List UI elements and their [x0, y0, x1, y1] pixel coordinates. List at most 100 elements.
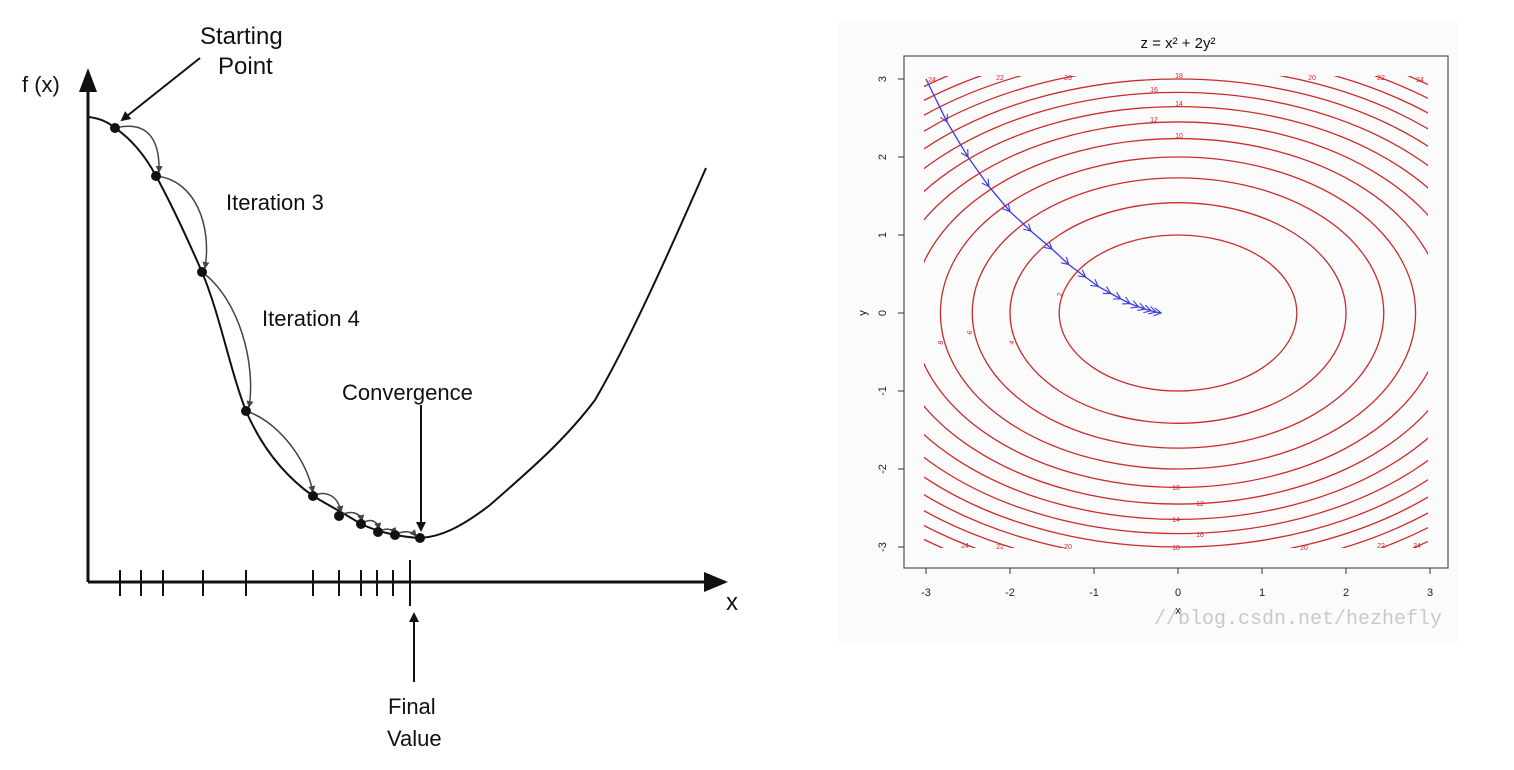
iteration-point [151, 171, 161, 181]
iteration-4-label: Iteration 4 [262, 306, 360, 331]
contour-label: 8 [938, 340, 946, 345]
y-tick-label: 2 [877, 154, 889, 160]
contour-label: 22 [1377, 543, 1385, 550]
descent-step-arrowhead [960, 148, 969, 158]
descent-step-arrowhead [1153, 307, 1163, 317]
watermark: //blog.csdn.net/hezhefly [1154, 608, 1442, 631]
contour-label: 24 [1413, 543, 1421, 550]
y-tick-label: 1 [877, 232, 889, 238]
descent-step-arrowhead [1122, 296, 1132, 305]
descent-step-arrowhead [1130, 300, 1140, 309]
iteration-point [390, 530, 400, 540]
contour-label: 24 [961, 543, 969, 550]
plot-background [838, 22, 1458, 642]
final-value-label-line1: Final [388, 694, 436, 719]
y-axis-ticks: -3 -2 -1 0 1 2 3 [877, 76, 904, 552]
contour-label: 18 [1172, 545, 1180, 552]
final-value-label-line2: Value [387, 726, 442, 751]
y-tick-label: 3 [877, 76, 889, 82]
descent-step-arrowhead [940, 113, 948, 123]
iteration-arrow [245, 410, 316, 493]
contour-line [971, 177, 1385, 449]
y-axis-label: f (x) [22, 72, 60, 97]
y-tick-label: -2 [877, 464, 889, 474]
descent-step-arrowhead [1002, 203, 1011, 213]
x-axis-label-right: x [1175, 605, 1181, 617]
contour-label: 2 [1057, 292, 1065, 297]
starting-point-label-line1: Starting [200, 23, 283, 50]
contour-line [1058, 234, 1298, 392]
contour-lines [924, 76, 1428, 548]
contour-line [924, 78, 1428, 548]
iteration-arrows [114, 125, 417, 537]
x-tick-label: 1 [1259, 587, 1265, 599]
y-tick-label: -3 [877, 542, 889, 552]
contour-label: 12 [1196, 501, 1204, 508]
x-tick-label: 0 [1175, 587, 1181, 599]
x-tick-label: -1 [1089, 587, 1099, 599]
descent-step-arrowhead [1090, 278, 1100, 288]
iteration-arrow [201, 271, 254, 408]
contour-label: 20 [1064, 544, 1072, 551]
contour-label: 16 [1196, 532, 1204, 539]
x-axis-ticks: -3 -2 -1 0 1 2 3 [921, 568, 1433, 599]
descent-step-arrowhead [1077, 269, 1087, 278]
convergence-label: Convergence [342, 380, 473, 405]
contour-line [939, 156, 1417, 470]
function-curve [87, 116, 707, 540]
x-tick-label: 2 [1343, 587, 1349, 599]
y-axis-arrowhead [79, 68, 97, 92]
contour-label: 20 [1064, 75, 1072, 82]
iteration-3-label: Iteration 3 [226, 190, 324, 215]
contour-label: 20 [1300, 545, 1308, 552]
iteration-arrow [155, 175, 210, 269]
contour-label: 16 [1150, 87, 1158, 94]
plot-title: z = x² + 2y² [1140, 35, 1215, 52]
descent-step-arrowhead [1102, 286, 1112, 295]
iteration-point [334, 511, 344, 521]
x-tick-marks [119, 560, 411, 606]
contour-label: 22 [1377, 75, 1385, 82]
gradient-descent-diagram: f (x) x Starting Point Iteration 3 Itera… [22, 23, 738, 751]
iteration-point [373, 527, 383, 537]
iteration-point [241, 406, 251, 416]
contour-label: 10 [1175, 133, 1183, 140]
x-axis-label: x [726, 589, 738, 616]
contour-label: 22 [996, 544, 1004, 551]
descent-step-arrowhead [1143, 304, 1153, 314]
iteration-point [308, 491, 318, 501]
iteration-point [197, 267, 207, 277]
contour-label: 24 [928, 77, 936, 84]
y-tick-label: 0 [877, 310, 889, 316]
contour-label: 4 [1009, 340, 1017, 345]
starting-point-pointer [120, 57, 201, 122]
x-tick-label: -3 [921, 587, 931, 599]
descent-step-arrowhead [981, 178, 990, 188]
descent-step-arrowhead [1060, 256, 1070, 266]
y-axis-label-right: y [857, 310, 869, 316]
descent-step-arrowhead [1137, 302, 1147, 311]
contour-line [924, 91, 1428, 535]
x-tick-label: 3 [1427, 587, 1433, 599]
contour-line [924, 137, 1428, 489]
descent-path-line [925, 78, 1162, 314]
contour-label: 14 [1172, 517, 1180, 524]
starting-point-label-line2: Point [218, 53, 273, 80]
plot-frame [903, 55, 1449, 569]
descent-step-arrowhead [1023, 223, 1032, 232]
contour-label: 14 [1175, 101, 1183, 108]
iteration-point [356, 519, 366, 529]
contour-label: 20 [1308, 75, 1316, 82]
contour-label: 22 [996, 75, 1004, 82]
contour-label: 24 [1416, 77, 1424, 84]
contour-label: 10 [1172, 485, 1180, 492]
descent-step-arrowhead [1044, 241, 1053, 250]
iteration-arrow [114, 125, 163, 173]
contour-line [1009, 202, 1347, 424]
contour-label: 12 [1150, 117, 1158, 124]
iteration-points [110, 123, 425, 543]
iteration-point [110, 123, 120, 133]
